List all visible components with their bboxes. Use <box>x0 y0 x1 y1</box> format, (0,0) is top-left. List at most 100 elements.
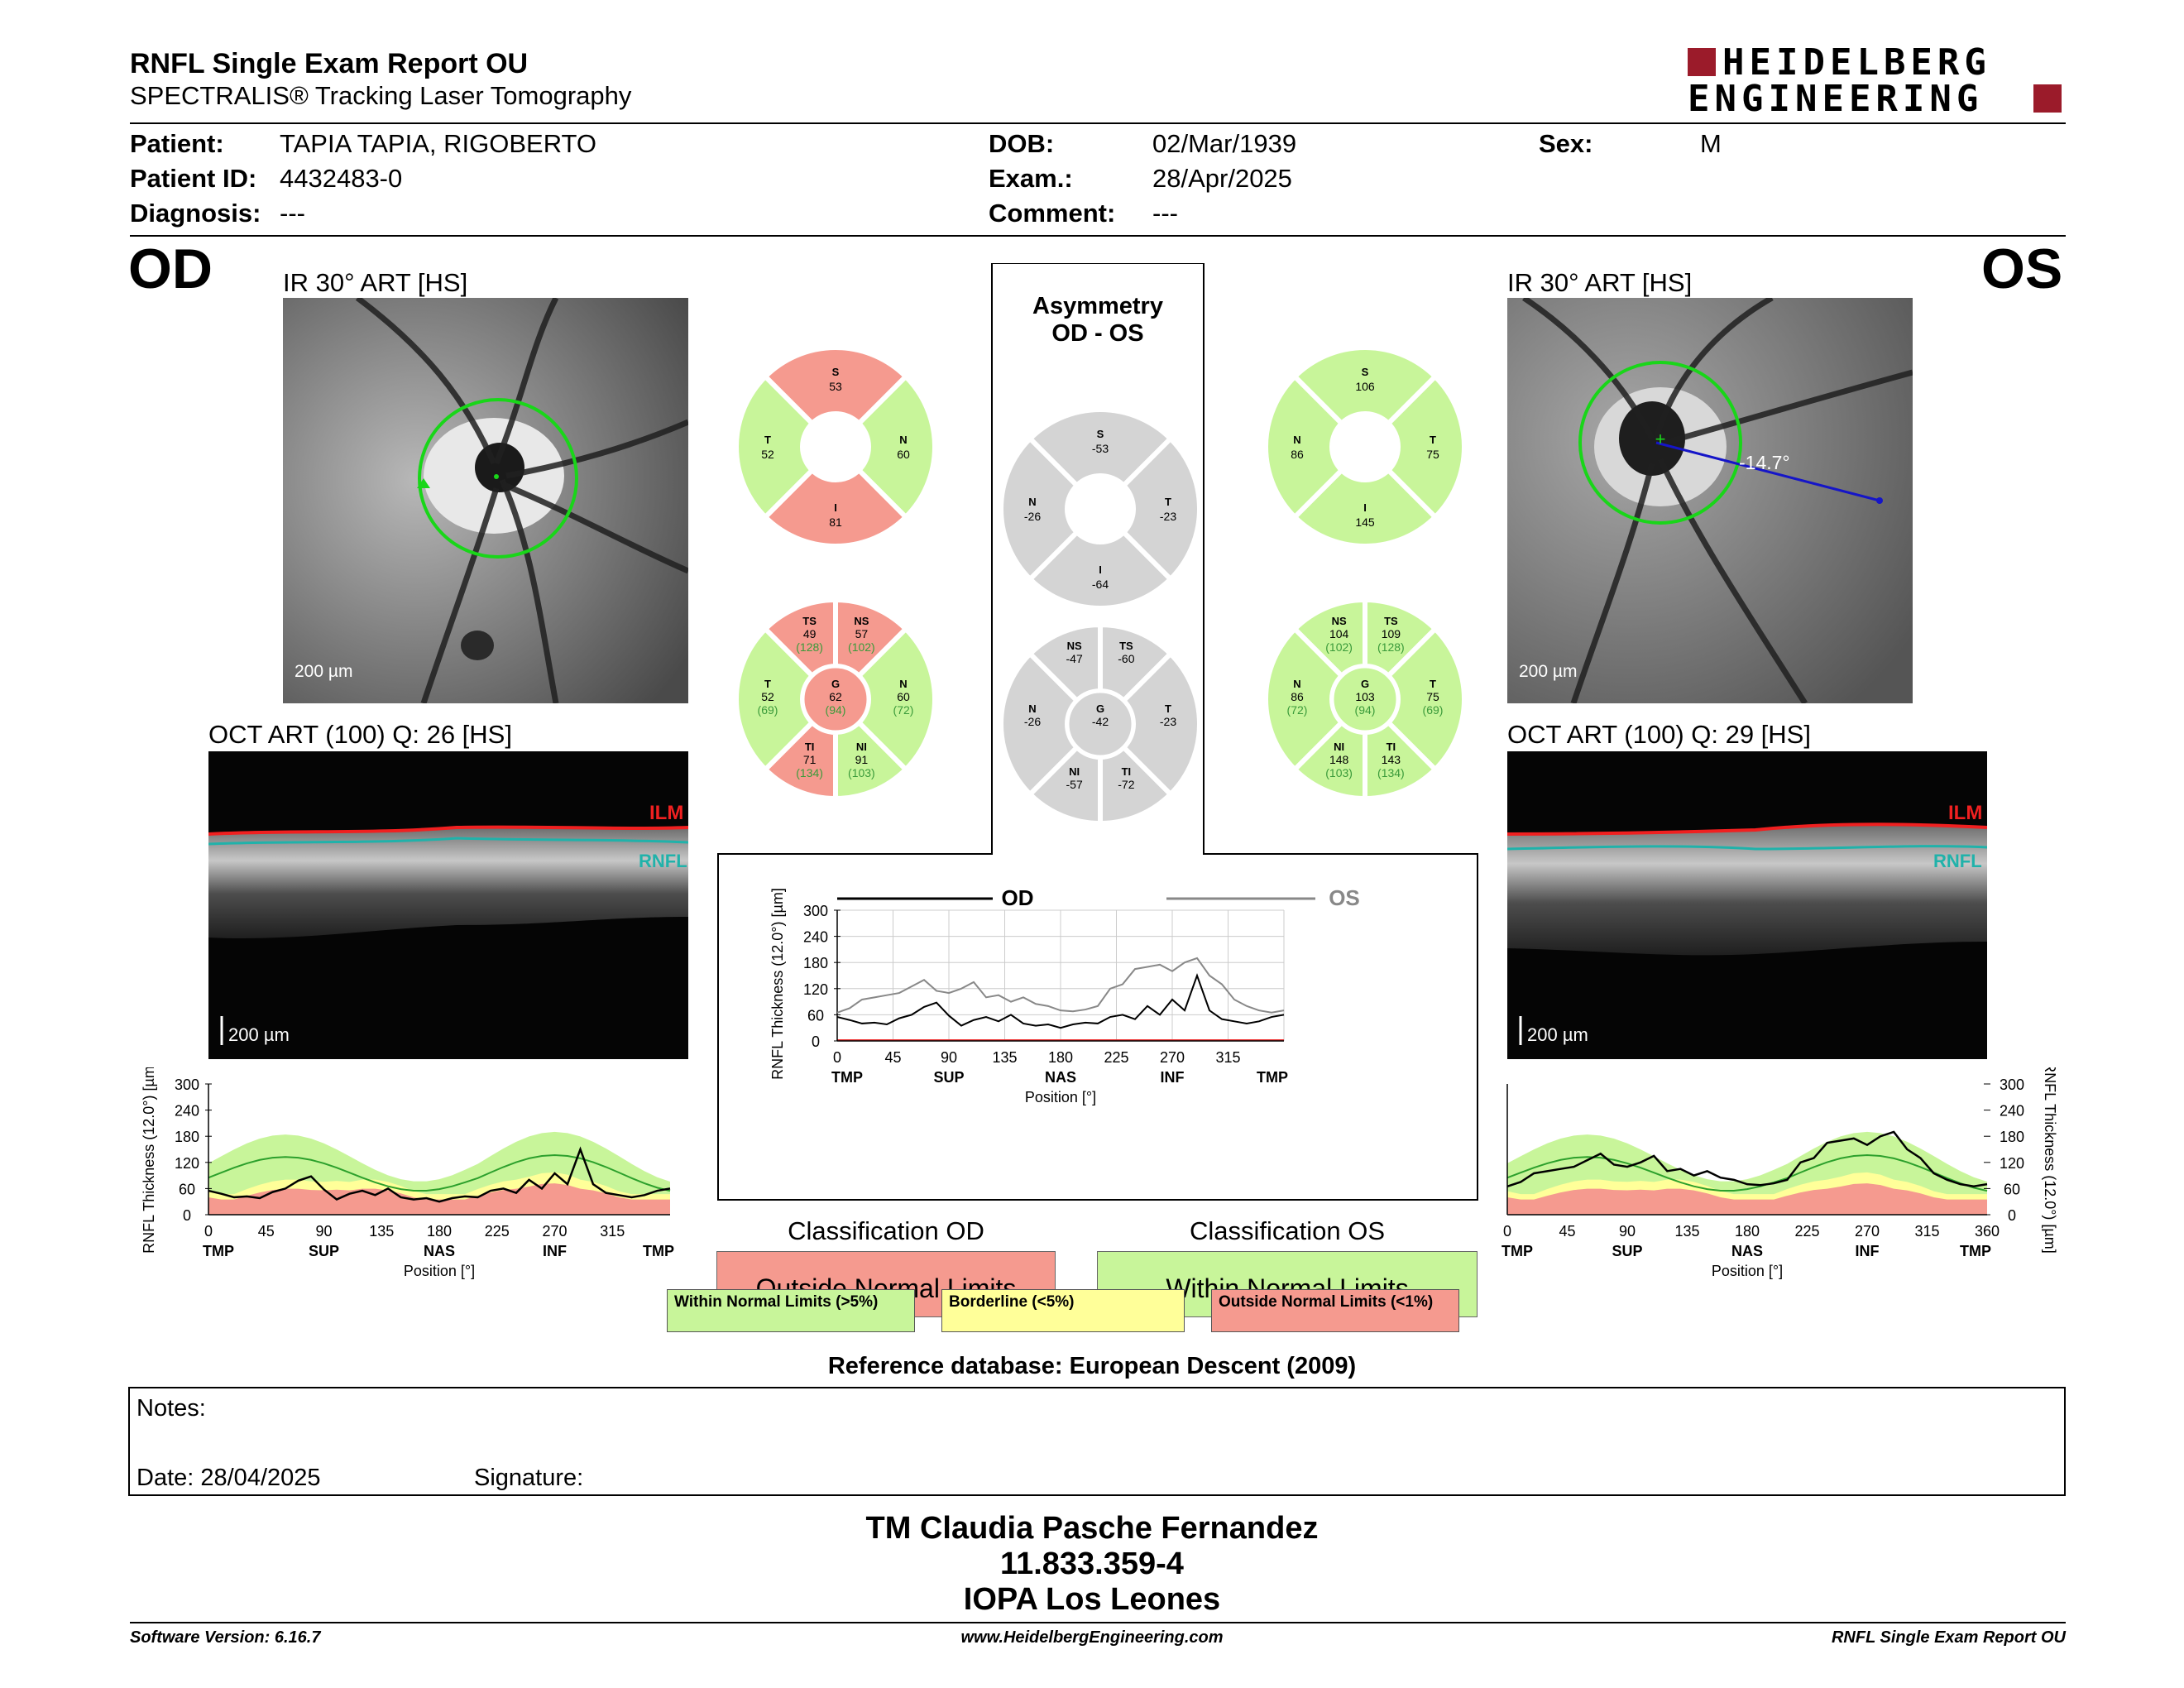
osChart-ytick-label-0: 0 <box>2008 1207 2016 1224</box>
odChart-xlabel: Position [°] <box>404 1263 475 1279</box>
centerChart-xtick-label-5: 225 <box>1104 1049 1128 1066</box>
osChart-xtick-label-2: 90 <box>1619 1223 1636 1240</box>
od-sector6-center <box>800 664 871 735</box>
os-sector4-center <box>1332 414 1398 480</box>
osChart-band-red <box>1507 1183 1987 1215</box>
os-sector6-ref-ts: (128) <box>1377 640 1405 654</box>
od-sector6-value-ni: 91 <box>855 753 869 766</box>
osChart-ytick-label-5: 300 <box>2000 1077 2024 1093</box>
odChart-region-2: NAS <box>424 1243 455 1259</box>
centerChart-series-od <box>836 973 1285 1029</box>
od-sector6-label-ns: NS <box>854 615 869 627</box>
odChart-xtick-label-3: 135 <box>369 1223 394 1240</box>
centerChart-ytick-label-3: 180 <box>803 955 828 971</box>
od-sector6-label-n: N <box>899 678 907 690</box>
centerChart-xtick-label-6: 270 <box>1160 1049 1185 1066</box>
odChart-band-red <box>208 1183 670 1215</box>
centerChart-ylabel: RNFL Thickness (12.0°) [µm] <box>769 888 786 1080</box>
report-subtitle: SPECTRALIS® Tracking Laser Tomography <box>130 81 632 110</box>
notes-date: Date: 28/04/2025 <box>136 1465 321 1491</box>
od-profile-chart: 0 60 120 180 240 300 0 45 90 135 180 225 270 315 TMP SU… <box>141 1067 674 1279</box>
os-sector4-label-n: N <box>1293 434 1300 446</box>
od-oct-bscan: ILM RNFL 200 µm <box>208 751 688 1059</box>
asym-sector4-label-i: I <box>1099 563 1102 576</box>
reference-database: Reference database: European Descent (20… <box>827 1353 1357 1379</box>
os-sector4-label-s: S <box>1362 366 1369 378</box>
od-sector4-label-t: T <box>764 434 771 446</box>
asym-sector6-label-t: T <box>1165 703 1171 715</box>
sex-label: Sex: <box>1539 129 1593 158</box>
os-eye-label: OS <box>1981 237 2063 300</box>
od-rnfl-label: RNFL <box>639 851 687 871</box>
osChart-ytick-label-3: 180 <box>2000 1129 2024 1145</box>
signoff: TM Claudia Pasche Fernandez 11.833.359-4… <box>0 1511 2184 1618</box>
od-sector6-label-t: T <box>764 678 771 690</box>
osChart-xlabel: Position [°] <box>1712 1263 1783 1279</box>
od-sector6-value-t: 52 <box>761 690 774 703</box>
od-sector6-label-ts: TS <box>802 615 817 627</box>
centerChart-ytick-label-1: 60 <box>807 1007 824 1024</box>
od-sector4-value-t: 52 <box>761 448 774 461</box>
osChart-region-4: TMP <box>1960 1243 1991 1259</box>
centerChart-ytick-label-5: 300 <box>803 903 828 919</box>
osChart-series-os <box>1506 1130 1988 1188</box>
odChart-xtick-label-0: 0 <box>204 1223 213 1240</box>
asym-sector6-value-n: -26 <box>1024 715 1041 728</box>
os-sector6-label-ns: NS <box>1332 615 1347 627</box>
odChart-ytick-label-4: 240 <box>175 1103 199 1120</box>
asym-sector4-label-s: S <box>1097 428 1104 440</box>
od-oct-scale: 200 µm <box>228 1024 290 1045</box>
comparison-chart: 0 60 120 180 240 300 0 45 90 135 180 225 270 315 TMP SU… <box>769 885 1360 1105</box>
heidelberg-logo: HEIDELBERG ENGINEERING <box>1688 41 2068 120</box>
patient-id-label: Patient ID: <box>130 164 257 193</box>
diagnosis-label: Diagnosis: <box>130 199 261 228</box>
os-sector4-value-s: 106 <box>1355 380 1375 393</box>
legend-outside: Outside Normal Limits (<1%) <box>1211 1289 1459 1332</box>
os-angle-label: -14.7° <box>1739 452 1790 473</box>
asym-sector6-label-ti: TI <box>1122 765 1132 778</box>
os-sector6-ref-ti: (134) <box>1377 766 1405 779</box>
odChart-xtick-label-7: 315 <box>600 1223 625 1240</box>
od-sector6-value-n: 60 <box>897 690 910 703</box>
osChart-xtick-label-4: 180 <box>1735 1223 1760 1240</box>
od-sector4-label-s: S <box>832 366 840 378</box>
osChart-ytick-label-1: 60 <box>2004 1181 2020 1197</box>
osChart-region-0: TMP <box>1502 1243 1533 1259</box>
od-sector6-ref-ti: (134) <box>796 766 823 779</box>
asym-sector4-center <box>1067 476 1133 542</box>
centerChart-region-0: TMP <box>831 1069 863 1086</box>
od-sector4-label-i: I <box>834 501 837 514</box>
comment-label: Comment: <box>989 199 1116 228</box>
osChart-xtick-label-5: 225 <box>1794 1223 1819 1240</box>
patient-id: 4432483-0 <box>280 164 403 193</box>
odChart-ytick-label-0: 0 <box>183 1207 191 1224</box>
report-title: RNFL Single Exam Report OU <box>130 48 529 79</box>
osChart-xtick-label-6: 270 <box>1855 1223 1880 1240</box>
od-eye-label: OD <box>128 237 213 300</box>
asym-sector6-label-n: N <box>1028 703 1036 715</box>
centerChart-region-2: NAS <box>1045 1069 1076 1086</box>
sex: M <box>1700 129 1722 158</box>
centerChart-xtick-label-1: 45 <box>884 1049 901 1066</box>
asym-sector6-value-g: -42 <box>1092 715 1109 728</box>
sector-diagrams: S53N60I81T52S106T75I145N86S-53T-23I-64N-… <box>734 348 1467 827</box>
signature-label: Signature: <box>474 1465 584 1491</box>
os-sector4: S 106 T 75 I 145 N 86 <box>1263 348 1467 549</box>
od-ir-caption: IR 30° ART [HS] <box>283 268 468 297</box>
osChart-ytick-label-2: 120 <box>2000 1155 2024 1172</box>
os-sector6: NS104(102)TS109(128)T75(69)TI143(134)NI1… <box>1263 597 1467 802</box>
odChart-ytick-label-3: 180 <box>175 1129 199 1145</box>
os-oct-bscan: ILM RNFL 200 µm <box>1507 751 1987 1059</box>
os-sector6-label-n: N <box>1293 678 1300 690</box>
asym-sector6-label-ts: TS <box>1119 640 1133 652</box>
os-oct-caption: OCT ART (100) Q: 29 [HS] <box>1507 720 1811 749</box>
od-fundus-scale: 200 µm <box>295 662 353 681</box>
osChart-xtick-label-3: 135 <box>1674 1223 1699 1240</box>
centerChart-ytick-label-2: 120 <box>803 981 828 998</box>
os-sector6-label-ni: NI <box>1334 741 1344 753</box>
centerChart-region-1: SUP <box>933 1069 964 1086</box>
os-sector6-ref-t: (69) <box>1423 703 1444 717</box>
od-sector6-value-ts: 49 <box>803 627 817 640</box>
asym-sector6-value-t: -23 <box>1160 715 1176 728</box>
asym-sector6-label-ns: NS <box>1067 640 1082 652</box>
